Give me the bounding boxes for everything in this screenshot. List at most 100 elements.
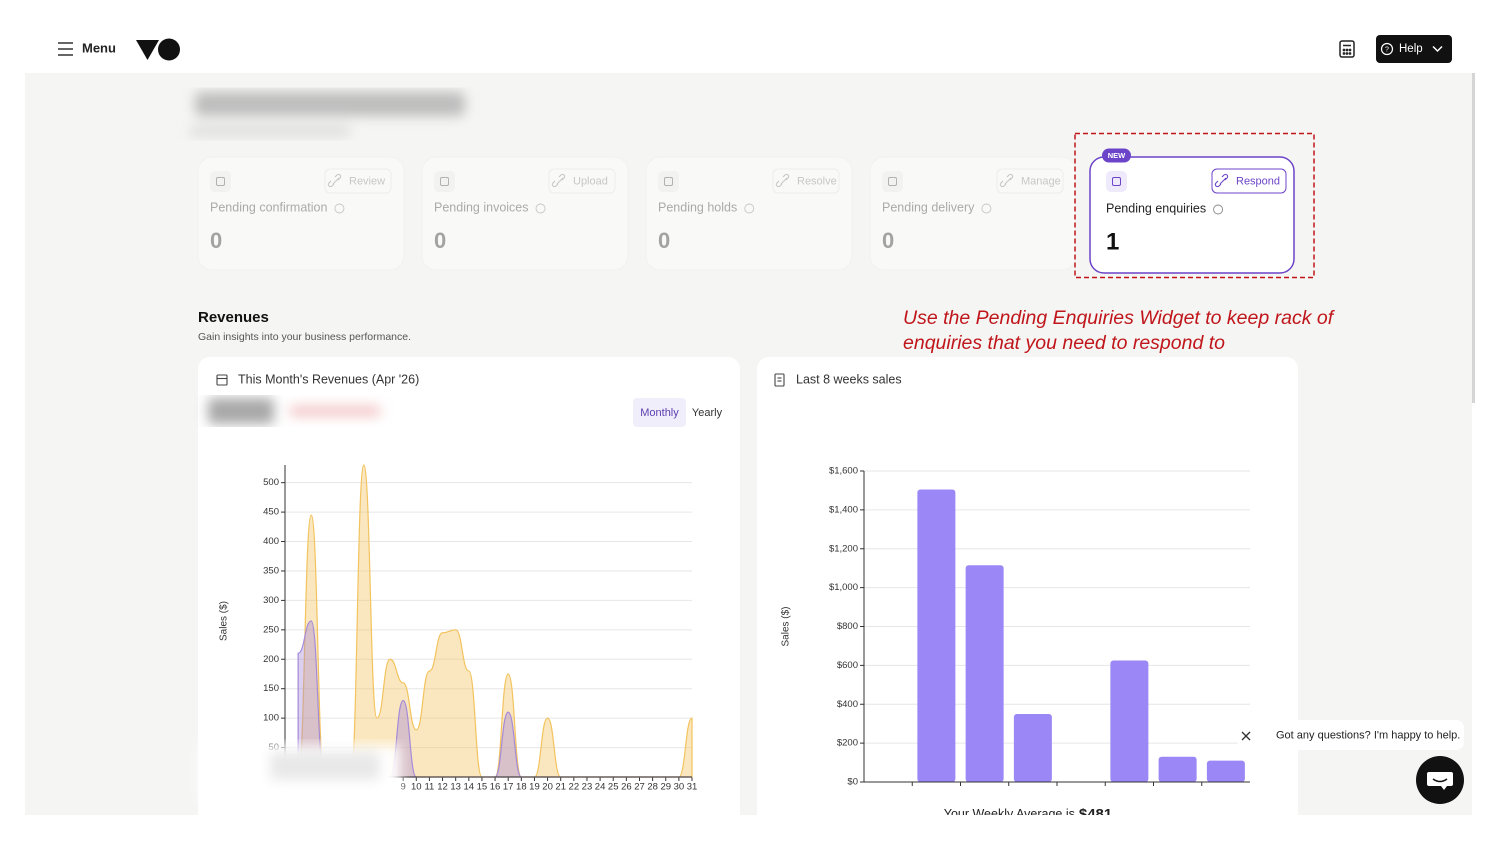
card-value: 0 <box>210 228 222 253</box>
card-label: Pending enquiries <box>1106 201 1206 215</box>
card-value: 1 <box>1106 228 1119 255</box>
toggle-active[interactable] <box>633 398 686 427</box>
calculator-icon[interactable] <box>1339 40 1355 58</box>
action-label[interactable]: Respond <box>1236 175 1280 187</box>
chat-widget: Got any questions? I'm happy to help. <box>1235 720 1464 804</box>
y-tick-label: 300 <box>263 595 279 606</box>
bar <box>1206 760 1245 782</box>
action-button[interactable] <box>772 168 840 194</box>
card-icon-glyph <box>440 177 449 186</box>
toggle-option[interactable]: Monthly <box>640 407 679 419</box>
card-icon <box>210 171 231 192</box>
card-icon-glyph <box>216 177 225 186</box>
bar <box>1158 756 1197 782</box>
x-tick-label: 10 <box>411 782 422 793</box>
weekly-average-value: $481 <box>1079 806 1112 823</box>
x-tick-label: 25 <box>608 782 619 793</box>
y-tick-label: 450 <box>263 507 279 518</box>
card-value: 0 <box>658 228 670 253</box>
y-tick-label: $400 <box>837 699 858 710</box>
summary-card: Manage Pending delivery 0 <box>869 156 1077 271</box>
action-button[interactable] <box>996 168 1064 194</box>
summary-card: Upload Pending invoices 0 <box>421 156 629 271</box>
toggle-option[interactable]: Yearly <box>692 407 723 419</box>
new-badge <box>1102 148 1131 163</box>
y-tick-label: 200 <box>263 654 279 665</box>
x-tick-label: 15 <box>477 782 488 793</box>
section-subtitle: Gain insights into your business perform… <box>198 331 411 343</box>
help-label: Help <box>1399 43 1423 55</box>
menu-label[interactable]: Menu <box>82 40 116 55</box>
card-icon-glyph <box>664 177 673 186</box>
x-tick-label: 29 <box>660 782 671 793</box>
info-icon <box>334 203 345 214</box>
y-tick-label: 250 <box>263 624 279 635</box>
card-background <box>421 156 629 271</box>
info-icon <box>981 203 992 214</box>
x-tick-label: 22 <box>569 782 580 793</box>
bar <box>965 565 1004 782</box>
action-label[interactable]: Manage <box>1021 175 1061 187</box>
card-background <box>197 156 405 271</box>
x-tick-label: 21 <box>555 782 566 793</box>
action-label[interactable]: Review <box>349 175 385 187</box>
card-label: Pending delivery <box>882 200 975 214</box>
x-tick-label: 27 <box>634 782 645 793</box>
content: Review Pending confirmation 0 Upload Pending… <box>25 73 1472 823</box>
chart-card <box>198 357 740 815</box>
info-icon <box>744 203 755 214</box>
y-tick-label: $1,600 <box>829 466 858 477</box>
action-button[interactable] <box>1211 168 1287 194</box>
action-button[interactable] <box>548 168 616 194</box>
bar-chart: $0 $200 $400 $600 $800 $1,000 $1,200 $1,400 $1,6… <box>781 466 1250 788</box>
action-label[interactable]: Upload <box>573 175 608 187</box>
blurred-title <box>190 92 465 136</box>
x-tick-label: 13 <box>450 782 461 793</box>
calendar-icon <box>216 374 228 386</box>
link-icon <box>775 173 790 188</box>
y-tick-label: $600 <box>837 660 858 671</box>
blurred-amount <box>208 398 380 424</box>
info-icon <box>535 203 546 214</box>
card-icon-glyph <box>888 177 897 186</box>
card-icon <box>434 171 455 192</box>
x-tick-label: 11 <box>424 782 434 793</box>
card-label: Pending holds <box>658 200 737 214</box>
x-tick-label: 31 <box>687 782 698 793</box>
chart-card <box>757 357 1298 815</box>
x-tick-label: 28 <box>647 782 658 793</box>
scrollbar[interactable] <box>1472 73 1475 403</box>
y-axis-label: Sales ($) <box>219 601 230 641</box>
svg-text:?: ? <box>1385 46 1389 53</box>
blurred-overlay <box>200 745 400 801</box>
menu-icon[interactable] <box>58 42 73 56</box>
card-icon <box>882 171 903 192</box>
help-button[interactable]: ? Help <box>1376 35 1452 63</box>
card-background <box>645 156 853 271</box>
logo[interactable] <box>136 38 180 61</box>
link-icon <box>327 173 342 188</box>
action-button[interactable] <box>324 168 392 194</box>
link-icon <box>551 173 566 188</box>
x-tick-label: 23 <box>582 782 593 793</box>
x-tick-label: 12 <box>437 782 448 793</box>
action-label[interactable]: Resolve <box>797 175 837 187</box>
card-icon-glyph <box>1112 177 1121 186</box>
summary-card: Respond Pending enquiries 1 NEW <box>1089 148 1295 274</box>
y-tick-label: 500 <box>263 477 279 488</box>
x-tick-label: 26 <box>621 782 632 793</box>
card-label: Pending invoices <box>434 200 529 214</box>
x-tick-label: 18 <box>516 782 527 793</box>
y-tick-label: 150 <box>263 683 279 694</box>
chat-bubble[interactable] <box>1267 720 1464 750</box>
receipt-icon <box>774 373 785 387</box>
weekly-average-text: Your Weekly Average is <box>944 807 1075 821</box>
link-icon <box>1214 173 1229 188</box>
y-axis-label: Sales ($) <box>781 606 792 646</box>
card-value: 0 <box>434 228 446 253</box>
card-label: Pending confirmation <box>210 200 327 214</box>
x-tick-label: 19 <box>529 782 540 793</box>
summary-cards: Review Pending confirmation 0 Upload Pending… <box>197 148 1295 274</box>
annotation-line: Use the Pending Enquiries Widget to keep… <box>903 307 1336 329</box>
